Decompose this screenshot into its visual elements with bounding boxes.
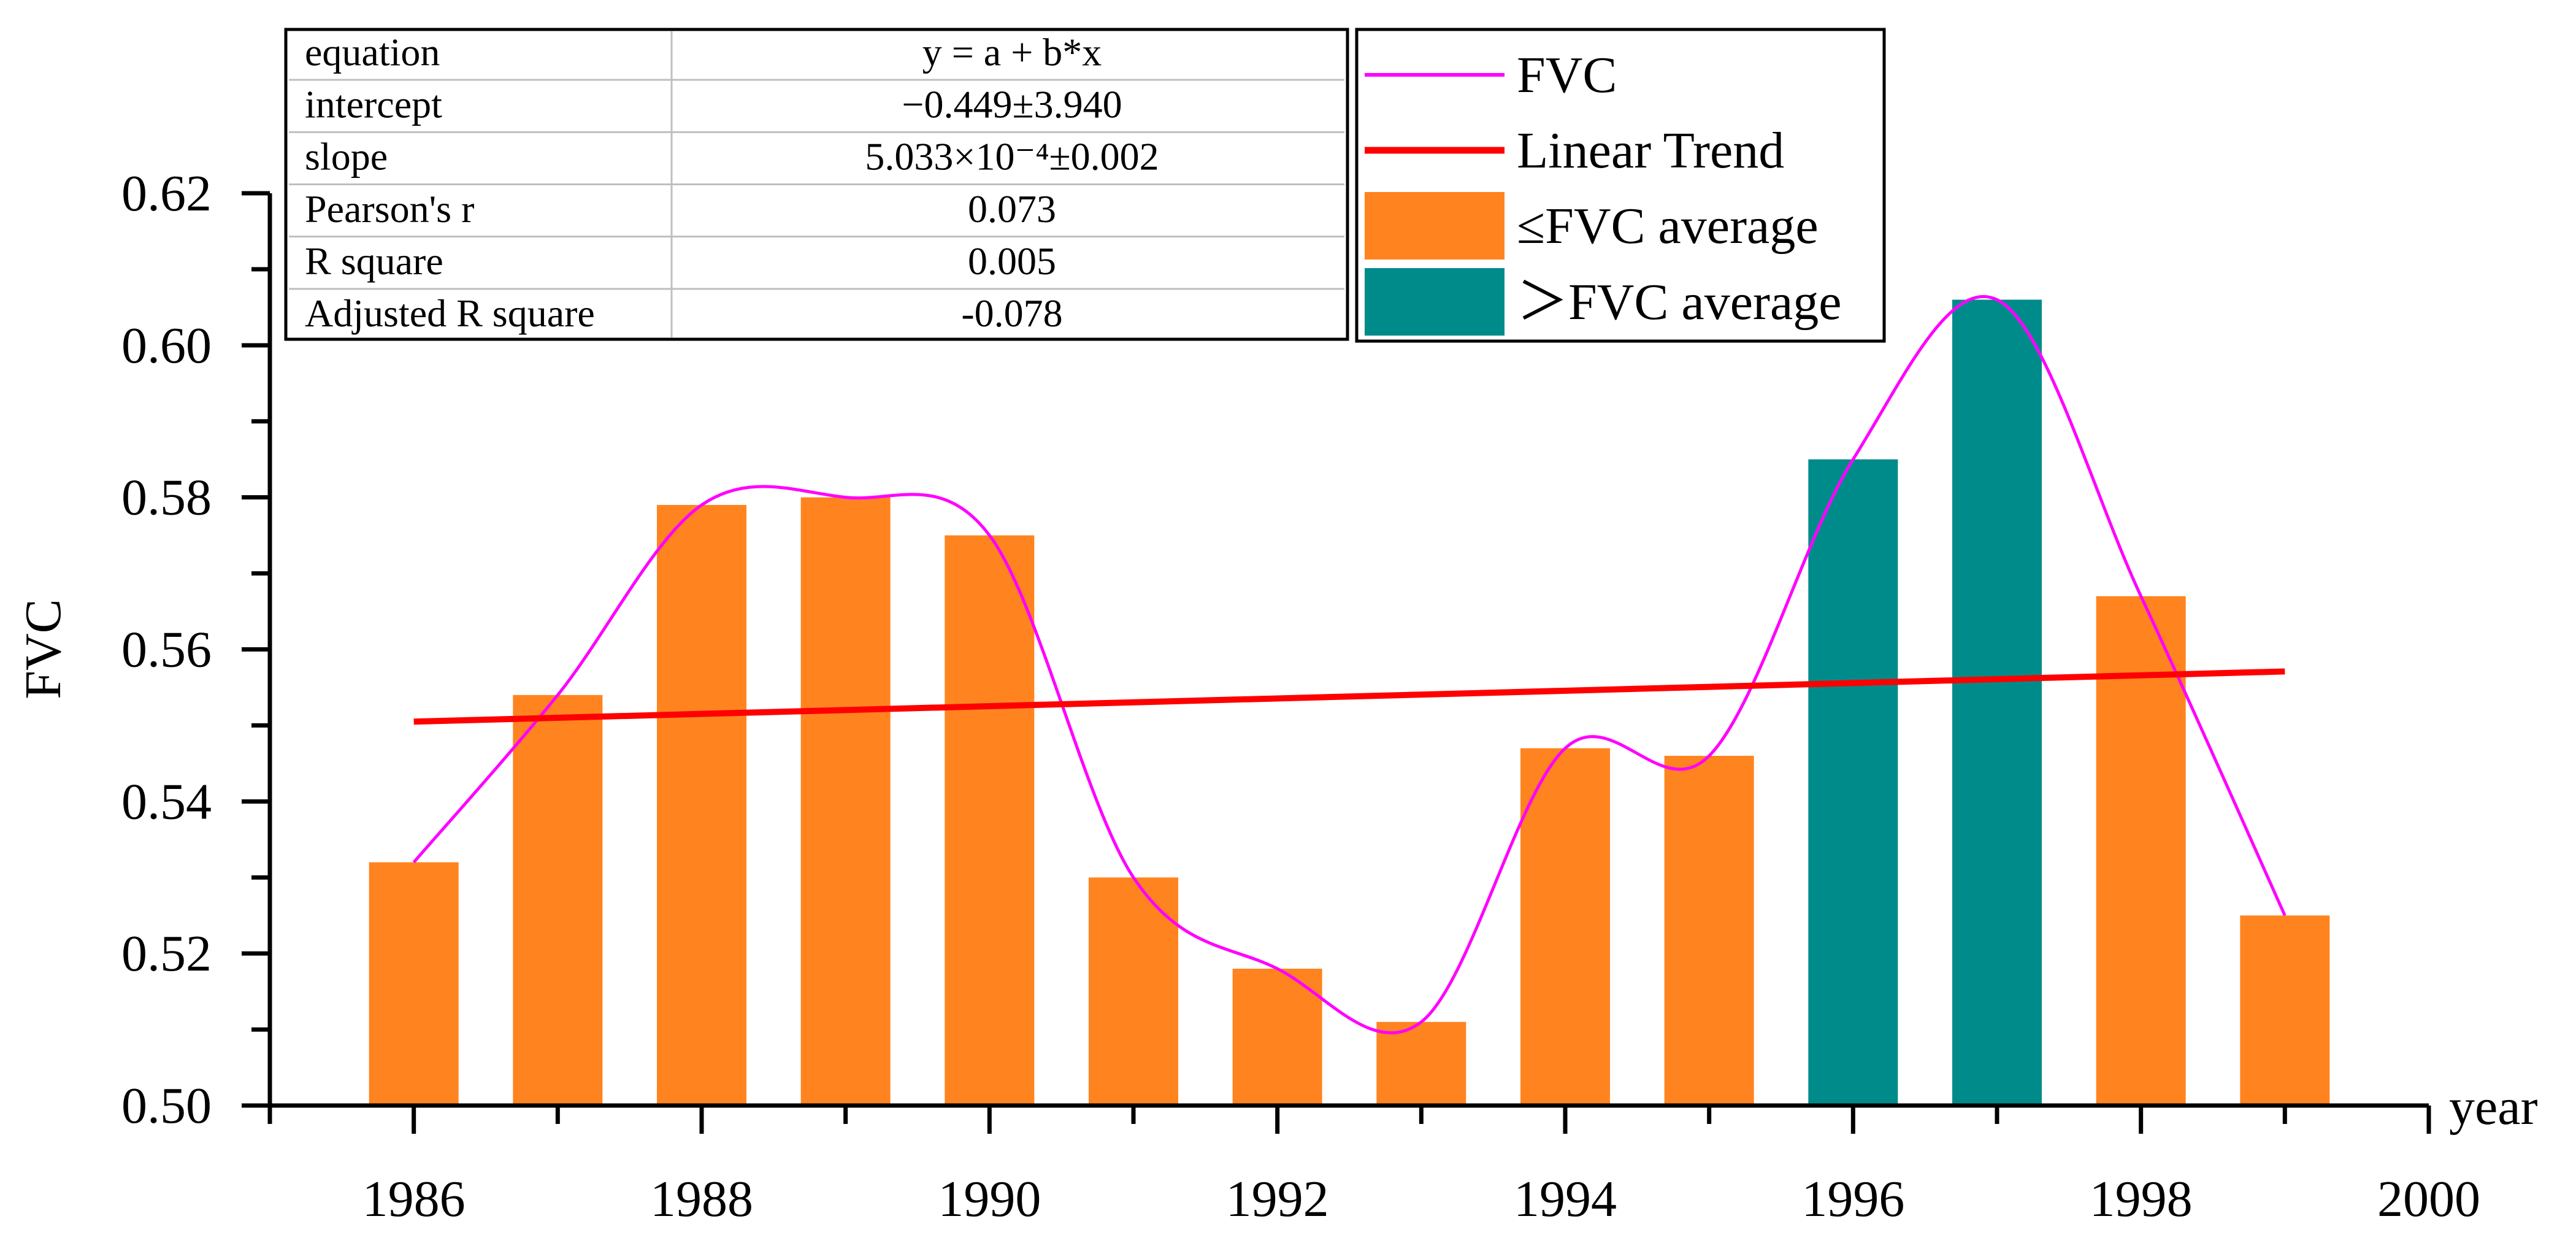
stats-row-label: intercept — [305, 82, 442, 126]
x-tick-label: 1988 — [650, 1171, 753, 1228]
bar-1991 — [1089, 877, 1178, 1106]
stats-row-label: R square — [305, 239, 443, 283]
y-tick-label: 0.60 — [121, 317, 212, 374]
x-tick-label: 1998 — [2090, 1171, 2193, 1228]
linear-trend-line — [413, 668, 2285, 725]
bar-1990 — [945, 535, 1035, 1106]
bar-1994 — [1520, 748, 1610, 1106]
y-tick-label: 0.62 — [121, 165, 212, 222]
y-tick-label: 0.50 — [121, 1077, 212, 1134]
bar-1995 — [1664, 755, 1754, 1106]
lines-layer — [412, 294, 2287, 1034]
bar-1989 — [800, 497, 891, 1106]
y-tick-label: 0.56 — [121, 621, 212, 679]
legend-below-average-label: ≤FVC average — [1517, 198, 1819, 255]
legend-fvc-label: FVC — [1517, 47, 1617, 104]
stats-row-label: Pearson's r — [305, 187, 474, 231]
y-axis-title: FVC — [15, 599, 72, 699]
y-tick-label: 0.58 — [121, 469, 212, 526]
bar-1993 — [1376, 1021, 1466, 1106]
legend-below-average-swatch — [1365, 192, 1505, 260]
stats-table: equation y = a + b*x intercept −0.449±3.940… — [284, 28, 1349, 341]
x-tick-label: 1992 — [1226, 1171, 1329, 1228]
legend: FVC Linear Trend ≤FVC average ＞FVC average — [1355, 28, 1886, 343]
stats-row-value: y = a + b*x — [922, 30, 1102, 74]
legend-trend-label: Linear Trend — [1517, 122, 1784, 179]
bar-1999 — [2240, 915, 2330, 1106]
stats-row-label: Adjusted R square — [305, 291, 595, 335]
bar-1987 — [513, 694, 603, 1106]
x-tick-label: 1990 — [938, 1171, 1041, 1228]
stats-row-value: −0.449±3.940 — [902, 82, 1122, 126]
x-tick-label: 2000 — [2377, 1171, 2480, 1228]
bar-1986 — [369, 862, 459, 1106]
stats-row-value: -0.078 — [961, 291, 1062, 335]
bar-1992 — [1232, 968, 1322, 1106]
bar-1997 — [1952, 299, 2042, 1106]
y-tick-label: 0.54 — [121, 773, 212, 830]
bar-1996 — [1808, 459, 1898, 1106]
y-tick-label: 0.52 — [121, 925, 212, 982]
stats-row-label: equation — [305, 30, 440, 74]
legend-above-average-label: ＞FVC average — [1517, 274, 1842, 331]
x-tick-label: 1986 — [362, 1171, 466, 1228]
stats-row-label: slope — [305, 135, 388, 179]
x-tick-label: 1996 — [1801, 1171, 1904, 1228]
stats-row-value: 5.033×10⁻⁴±0.002 — [865, 135, 1159, 179]
legend-above-average-swatch — [1365, 268, 1505, 336]
bar-1998 — [2096, 596, 2186, 1106]
bar-1988 — [657, 505, 746, 1106]
axes-layer: 1986 1988 1990 1992 1994 1996 1998 2000 0.50 0.52… — [15, 165, 2538, 1228]
bars-layer — [369, 299, 2330, 1106]
fvc-line — [412, 294, 2287, 1034]
stats-row-value: 0.073 — [968, 187, 1056, 231]
x-axis-title: year — [2449, 1079, 2538, 1136]
stats-row-value: 0.005 — [968, 239, 1056, 283]
x-tick-label: 1994 — [1514, 1171, 1617, 1228]
